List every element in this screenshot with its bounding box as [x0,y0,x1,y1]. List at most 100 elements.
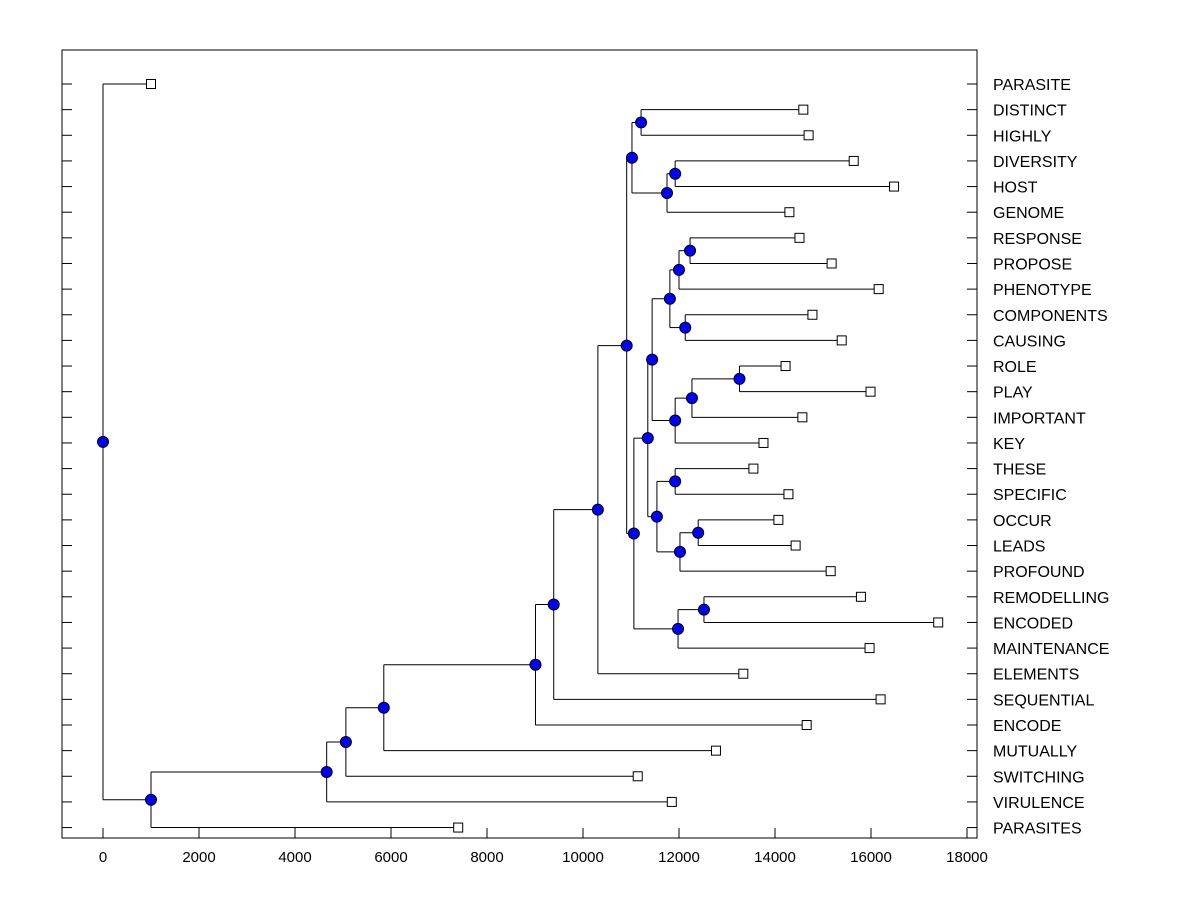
leaf-label: REMODELLING [993,590,1109,607]
leaf-label: ENCODED [993,615,1073,632]
leaf-label: DISTINCT [993,103,1067,120]
cluster-node-marker [591,503,604,516]
leaf-label: VIRULENCE [993,795,1085,812]
cluster-node-marker [145,793,157,806]
leaf-marker [875,694,886,705]
leaf-label: SWITCHING [993,769,1085,786]
cluster-node-marker [529,658,542,671]
leaf-marker [797,412,808,423]
cluster-node-marker [672,622,685,635]
leaf-label: OCCUR [993,513,1052,530]
leaf-label: HIGHLY [993,128,1052,145]
leaf-marker [807,309,818,320]
cluster-node-marker [669,475,682,488]
x-axis: 0 2000 4000 6000 8000 10000 12000 14000 16000 180… [99,828,988,866]
leaf-marker [848,155,859,166]
leaf-marker [836,335,847,346]
cluster-node-marker [650,510,663,523]
leaf-marker [873,284,884,295]
x-tick-label: 16000 [850,849,892,866]
leaf-marker [864,643,875,654]
tree-markers [97,79,944,833]
leaf-marker [855,591,866,602]
cluster-node-marker [646,353,659,366]
cluster-node-marker [679,321,692,334]
cluster-node-marker [684,244,697,257]
leaf-marker [784,207,795,218]
leaf-label: COMPONENTS [993,308,1108,325]
leaf-label: IMPORTANT [993,410,1086,427]
leaf-label: ELEMENTS [993,667,1079,684]
leaf-marker [794,232,805,243]
leaf-marker [738,668,749,679]
leaf-marker [865,386,876,397]
cluster-node-marker [663,292,676,305]
leaf-marker [801,720,812,730]
cluster-node-marker [635,116,648,129]
tree-links [102,83,939,829]
cluster-node-marker [641,432,654,445]
leaf-label: KEY [993,436,1025,453]
leaf-label: MUTUALLY [993,744,1077,761]
cluster-node-marker [339,735,352,748]
leaf-label: PHENOTYPE [993,282,1092,299]
x-tick-label: 4000 [278,849,311,866]
x-tick-label: 14000 [754,849,796,866]
leaf-marker [803,130,814,141]
cluster-node-marker [97,435,109,448]
leaf-marker [453,822,464,833]
x-tick-label: 2000 [182,849,215,866]
cluster-node-marker [669,414,682,427]
leaf-label: PARASITE [993,77,1071,94]
leaf-label: HOST [993,180,1038,197]
x-tick-label: 10000 [562,849,604,866]
cluster-node-marker [673,545,686,558]
leaf-label: PROPOSE [993,256,1072,273]
cluster-node-marker [669,167,682,180]
cluster-node-marker [377,701,390,714]
leaf-marker [710,745,721,756]
leaf-marker [666,796,677,807]
cluster-node-marker [625,151,638,164]
leaf-marker [826,258,837,269]
cluster-node-marker [547,598,560,611]
x-tick-label: 0 [99,849,107,866]
leaf-label: ENCODE [993,718,1061,735]
x-tick-label: 8000 [470,849,503,866]
x-tick-label: 6000 [374,849,407,866]
leaf-marker [748,463,759,474]
leaf-label: DIVERSITY [993,154,1078,171]
leaf-label: MAINTENANCE [993,641,1109,658]
leaf-label: PLAY [993,385,1033,402]
cluster-node-marker [733,372,746,385]
leaf-marker [825,566,836,577]
leaf-label: ROLE [993,359,1037,376]
leaf-marker [773,514,784,525]
leaf-label: PARASITES [993,821,1082,838]
cluster-node-marker [673,263,685,276]
leaf-marker [783,489,794,500]
leaf-marker [780,361,791,372]
row-ticks [62,83,977,829]
cluster-node-marker [620,339,633,352]
leaf-marker [146,79,156,89]
leaf-label: THESE [993,462,1046,479]
cluster-node-marker [320,765,333,778]
leaf-label: SEQUENTIAL [993,692,1094,709]
leaf-marker [933,617,944,628]
leaf-label: SPECIFIC [993,487,1067,504]
leaf-label: PROFOUND [993,564,1085,581]
x-tick-label: 12000 [658,849,700,866]
leaf-label: CAUSING [993,333,1066,350]
leaf-labels: PARASITE DISTINCT HIGHLY DIVERSITY HOST GENOM… [993,77,1109,838]
leaf-marker [758,437,769,448]
leaf-label: RESPONSE [993,231,1082,248]
leaf-label: GENOME [993,205,1064,222]
cluster-node-marker [692,526,705,539]
cluster-node-marker [661,186,673,199]
cluster-node-marker [697,603,710,616]
leaf-marker [632,771,643,782]
leaf-marker [790,540,801,551]
cluster-node-marker [685,392,698,405]
